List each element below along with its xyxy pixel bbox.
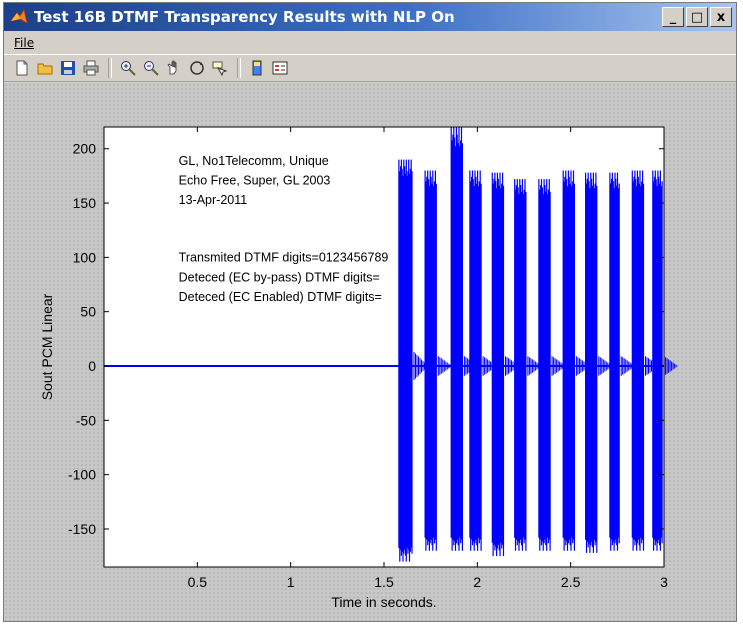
- menu-file[interactable]: File: [14, 36, 35, 50]
- figure-canvas: 0.5 1 1.5 2 2.5 3 200 150 100 50 0 -50 -100 -150 GL, …: [4, 83, 736, 621]
- print-icon[interactable]: [81, 58, 101, 78]
- dtmf-burst: [398, 159, 428, 562]
- zoom-in-icon[interactable]: [118, 58, 138, 78]
- dtmf-burst: [514, 179, 542, 551]
- window-controls: _ □ x: [662, 7, 732, 27]
- y-tick-label: -150: [68, 521, 96, 537]
- annotation-layer: GL, No1Telecomm, Unique Echo Free, Super,…: [179, 154, 389, 304]
- dtmf-burst: [424, 170, 453, 551]
- plot-annotation: Transmited DTMF digits=0123456789: [179, 251, 389, 265]
- y-tick-label: 50: [80, 304, 96, 320]
- y-tick-label: -100: [68, 467, 96, 483]
- series-layer: [104, 127, 679, 562]
- dtmf-burst: [450, 127, 479, 551]
- menu-bar: File: [4, 33, 736, 53]
- maximize-button[interactable]: □: [686, 7, 708, 27]
- x-tick-label: 2.5: [561, 574, 581, 590]
- y-tick-label: 200: [73, 141, 97, 157]
- x-tick-label: 2: [473, 574, 481, 590]
- toolbar-separator: [237, 58, 241, 78]
- plot-annotation: Deteced (EC by-pass) DTMF digits=: [179, 270, 380, 284]
- plot-annotation: Echo Free, Super, GL 2003: [179, 174, 331, 188]
- dtmf-burst: [631, 170, 660, 551]
- dtmf-burst: [469, 170, 498, 551]
- ticks-layer: 0.5 1 1.5 2 2.5 3 200 150 100 50 0 -50 -100 -150: [68, 127, 668, 590]
- plot-annotation: 13-Apr-2011: [179, 193, 248, 207]
- dtmf-burst: [491, 172, 520, 557]
- dtmf-burst: [538, 179, 567, 551]
- y-tick-label: -50: [76, 412, 96, 428]
- title-bar[interactable]: Test 16B DTMF Transparency Results with …: [4, 3, 736, 31]
- x-tick-label: 3: [660, 574, 668, 590]
- open-file-icon[interactable]: [35, 58, 55, 78]
- figure-toolbar: [4, 54, 736, 82]
- window-title: Test 16B DTMF Transparency Results with …: [34, 8, 455, 26]
- rotate-3d-icon[interactable]: [187, 58, 207, 78]
- echo-residual: [663, 356, 679, 376]
- echo-residual: [437, 356, 453, 376]
- colorbar-icon[interactable]: [247, 58, 267, 78]
- plot-svg: 0.5 1 1.5 2 2.5 3 200 150 100 50 0 -50 -100 -150 GL, …: [39, 126, 679, 610]
- y-tick-label: 0: [88, 358, 96, 374]
- plot-annotation: Deteced (EC Enabled) DTMF digits=: [179, 290, 382, 304]
- legend-icon[interactable]: [270, 58, 290, 78]
- y-axis-label: Sout PCM Linear: [39, 293, 55, 400]
- y-tick-label: 150: [73, 195, 97, 211]
- figure-window: Test 16B DTMF Transparency Results with …: [3, 2, 737, 622]
- new-figure-icon[interactable]: [12, 58, 32, 78]
- y-tick-label: 100: [73, 249, 97, 265]
- pan-hand-icon[interactable]: [164, 58, 184, 78]
- minimize-button[interactable]: _: [662, 7, 684, 27]
- x-tick-label: 0.5: [188, 574, 208, 590]
- matlab-logo-icon: [10, 9, 28, 24]
- x-tick-label: 1: [287, 574, 295, 590]
- save-icon[interactable]: [58, 58, 78, 78]
- x-tick-label: 1.5: [374, 574, 394, 590]
- x-axis-label: Time in seconds.: [331, 594, 436, 610]
- toolbar-separator: [108, 58, 112, 78]
- dtmf-burst: [609, 172, 636, 551]
- close-button[interactable]: x: [710, 7, 732, 27]
- data-cursor-icon[interactable]: [210, 58, 230, 78]
- plot-annotation: GL, No1Telecomm, Unique: [179, 154, 329, 168]
- zoom-out-icon[interactable]: [141, 58, 161, 78]
- dtmf-burst: [652, 170, 679, 551]
